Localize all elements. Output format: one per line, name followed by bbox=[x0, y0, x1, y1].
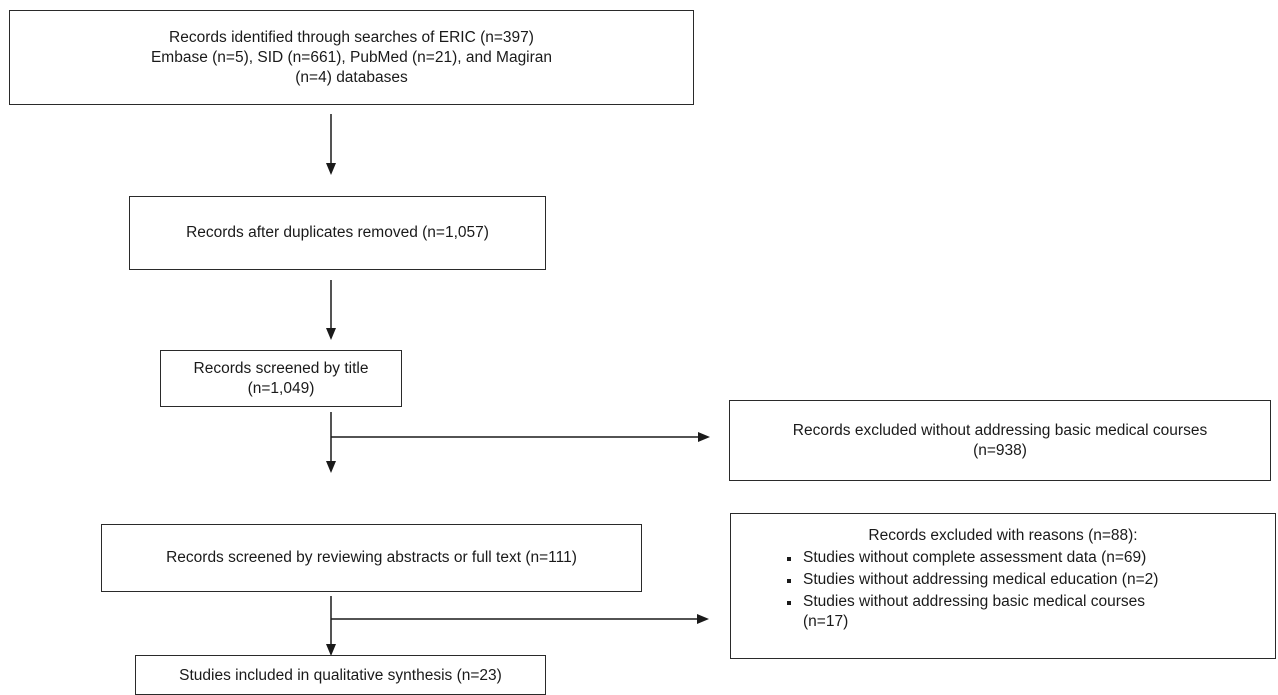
identified-line-3: (n=4) databases bbox=[295, 68, 408, 86]
arrowhead-6 bbox=[697, 614, 709, 624]
arrowhead-4 bbox=[698, 432, 710, 442]
title-screening-text: Records screened by title (n=1,049) bbox=[193, 359, 369, 397]
arrowhead-3 bbox=[326, 461, 336, 473]
excluded-reasons-box: Records excluded with reasons (n=88): St… bbox=[730, 513, 1276, 659]
identified-line-1: Records identified through searches of E… bbox=[169, 28, 534, 46]
records-identified-box: Records identified through searches of E… bbox=[9, 10, 694, 105]
excluded-title-line-2: (n=938) bbox=[973, 441, 1027, 459]
studies-included-text: Studies included in qualitative synthesi… bbox=[179, 667, 502, 684]
identified-line-2: Embase (n=5), SID (n=661), PubMed (n=21)… bbox=[150, 48, 553, 66]
arrowhead-1 bbox=[326, 163, 336, 175]
arrowhead-2 bbox=[326, 328, 336, 340]
abstract-screening-text: Records screened by reviewing abstracts … bbox=[166, 549, 577, 566]
excluded-title-line-1: Records excluded without addressing basi… bbox=[792, 421, 1208, 439]
excluded-reason-item: Studies without addressing basic medical… bbox=[787, 592, 1187, 632]
excluded-reason-item: Studies without complete assessment data… bbox=[787, 548, 1187, 568]
excluded-reasons-heading: Records excluded with reasons (n=88): bbox=[868, 527, 1138, 544]
studies-included-box: Studies included in qualitative synthesi… bbox=[135, 655, 546, 695]
duplicates-removed-text: Records after duplicates removed (n=1,05… bbox=[186, 224, 489, 241]
excluded-reasons-list: Studies without complete assessment data… bbox=[787, 548, 1187, 634]
duplicates-removed-box: Records after duplicates removed (n=1,05… bbox=[129, 196, 546, 270]
title-screening-box: Records screened by title (n=1,049) bbox=[160, 350, 402, 407]
abstract-screening-box: Records screened by reviewing abstracts … bbox=[101, 524, 642, 592]
excluded-reason-item: Studies without addressing medical educa… bbox=[787, 570, 1187, 590]
excluded-title-box: Records excluded without addressing basi… bbox=[729, 400, 1271, 481]
